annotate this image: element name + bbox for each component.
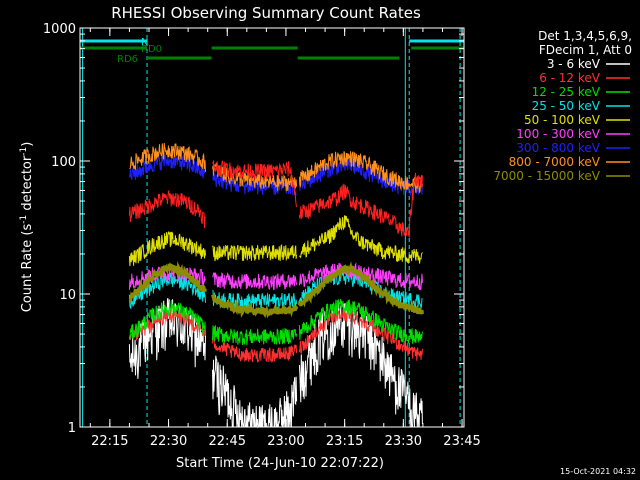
series-line-5: [128, 262, 423, 291]
y-axis-label: Count Rate (s-1 detector-1): [19, 142, 35, 313]
legend-label-7: 800 - 7000 keV: [509, 155, 601, 169]
legend-label-0: 3 - 6 keV: [547, 57, 601, 71]
chart-title: RHESSI Observing Summary Count Rates: [111, 4, 421, 22]
legend-label-3: 25 - 50 keV: [532, 99, 601, 113]
y-axis-label-sup2: -1: [19, 147, 29, 156]
series-line-red-upper: [128, 160, 423, 238]
series-line-8: [128, 261, 424, 319]
y-tick-label-1: 10: [59, 288, 76, 303]
y-axis-label-main: Count Rate (s: [20, 224, 35, 313]
x-tick-label-2: 22:45: [209, 434, 246, 449]
y-axis-label-mid: detector: [20, 155, 35, 215]
series-line-4: [128, 215, 423, 267]
x-tick-label-6: 23:45: [443, 434, 480, 449]
legend-label-6: 300 - 800 keV: [516, 141, 600, 155]
state-bar-label-3: RD6: [117, 54, 138, 65]
y-tick-label-2: 100: [51, 155, 76, 170]
legend-label-8: 7000 - 15000 keV: [493, 169, 600, 183]
y-axis-label-sup1: -1: [19, 215, 29, 224]
state-bar-label-0: N: [141, 37, 148, 48]
legend-label-2: 12 - 25 keV: [532, 85, 601, 99]
state-bar-label-2: RD0: [141, 44, 162, 55]
y-axis-label-end: ): [20, 142, 35, 147]
timestamp: 15-Oct-2021 04:32: [560, 467, 636, 476]
legend-header-0: Det 1,3,4,5,6,9,: [538, 29, 632, 43]
x-tick-label-5: 23:30: [385, 434, 422, 449]
series-line-2: [128, 298, 423, 346]
series-line-7: [129, 142, 423, 193]
legend-label-5: 100 - 300 keV: [516, 127, 600, 141]
x-axis-label: Start Time (24-Jun-10 22:07:22): [176, 456, 384, 471]
x-tick-label-1: 22:30: [150, 434, 187, 449]
y-tick-label-3: 1000: [43, 22, 76, 37]
y-tick-label-0: 1: [68, 421, 76, 436]
legend: Det 1,3,4,5,6,9,FDecim 1, Att 03 - 6 keV…: [493, 29, 632, 183]
legend-header-1: FDecim 1, Att 0: [539, 43, 632, 57]
x-tick-label-0: 22:15: [91, 434, 128, 449]
legend-label-1: 6 - 12 keV: [539, 71, 601, 85]
x-tick-label-3: 23:00: [267, 434, 304, 449]
x-tick-label-4: 23:15: [326, 434, 363, 449]
legend-label-4: 50 - 100 keV: [524, 113, 601, 127]
axes: 22:15 22:30 22:45 23:00 23:15 23:30 23:45 1 10 10…: [43, 22, 481, 449]
plot-frame: [79, 27, 465, 428]
